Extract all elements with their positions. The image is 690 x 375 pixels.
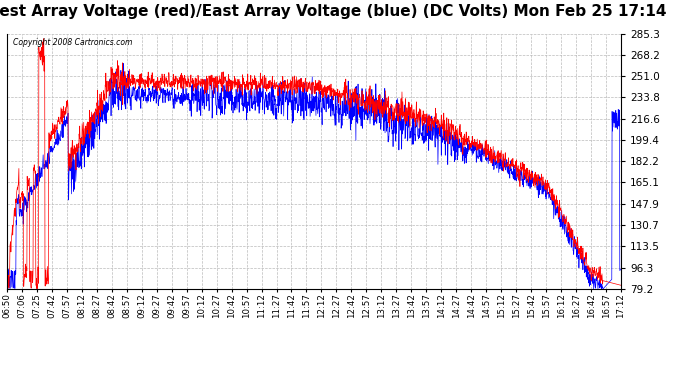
West [39, 36, 48, 41]
Text: West Array Voltage (red)/East Array Voltage (blue) (DC Volts) Mon Feb 25 17:14: West Array Voltage (red)/East Array Volt… [0, 4, 666, 19]
West [286, 81, 294, 86]
West [302, 87, 310, 91]
Line: East: East [7, 63, 621, 289]
East [617, 267, 625, 272]
East [3, 286, 11, 291]
West [599, 279, 607, 283]
East [286, 96, 294, 100]
East [600, 286, 608, 291]
East [302, 108, 310, 113]
West [34, 266, 42, 270]
Line: West: West [7, 39, 621, 289]
East [599, 286, 607, 291]
West [3, 286, 11, 291]
East [486, 154, 495, 158]
Text: Copyright 2008 Cartronics.com: Copyright 2008 Cartronics.com [13, 38, 132, 46]
East [119, 61, 128, 66]
East [34, 171, 42, 176]
West [486, 146, 495, 150]
West [617, 283, 625, 288]
West [600, 279, 608, 283]
